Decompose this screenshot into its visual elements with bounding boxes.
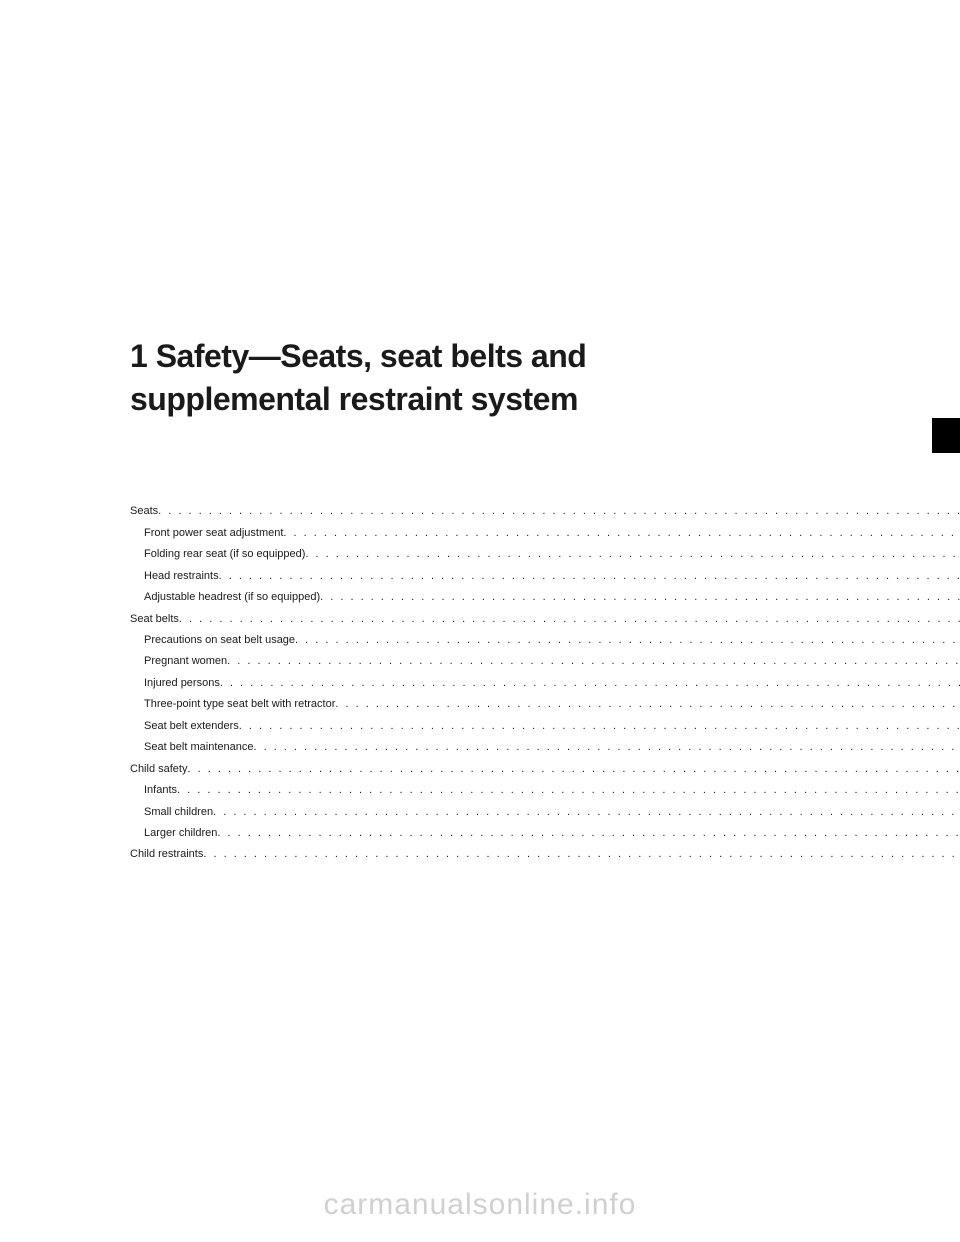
toc-entry: Folding rear seat (if so equipped). . . … [130, 544, 960, 565]
toc-entry-label: Small children [144, 802, 213, 823]
toc-entry: Seat belt maintenance. . . . . . . . . .… [130, 737, 960, 758]
toc-leader-dots: . . . . . . . . . . . . . . . . . . . . … [335, 694, 960, 715]
toc-entry-label: Infants [144, 780, 177, 801]
toc-leader-dots: . . . . . . . . . . . . . . . . . . . . … [177, 780, 960, 801]
toc-entry: Precautions on seat belt usage. . . . . … [130, 630, 960, 651]
toc-entry-label: Three-point type seat belt with retracto… [144, 694, 335, 715]
toc-entry-label: Larger children [144, 823, 217, 844]
toc-entry: Head restraints. . . . . . . . . . . . .… [130, 566, 960, 587]
toc-leader-dots: . . . . . . . . . . . . . . . . . . . . … [217, 823, 960, 844]
toc-leader-dots: . . . . . . . . . . . . . . . . . . . . … [239, 716, 960, 737]
toc-left-column: Seats. . . . . . . . . . . . . . . . . .… [130, 501, 960, 887]
page-container: 1 Safety—Seats, seat belts and supplemen… [0, 0, 960, 887]
toc-entry: Seat belts. . . . . . . . . . . . . . . … [130, 609, 960, 630]
toc-entry-label: Precautions on seat belt usage [144, 630, 295, 651]
toc-entry-label: Child safety [130, 759, 187, 780]
toc-leader-dots: . . . . . . . . . . . . . . . . . . . . … [158, 501, 960, 522]
toc-entry-label: Head restraints [144, 566, 219, 587]
toc-entry: Adjustable headrest (if so equipped). . … [130, 587, 960, 608]
toc-entry: Larger children. . . . . . . . . . . . .… [130, 823, 960, 844]
toc-leader-dots: . . . . . . . . . . . . . . . . . . . . … [305, 544, 960, 565]
toc-entry: Small children. . . . . . . . . . . . . … [130, 802, 960, 823]
toc-entry-label: Seat belt extenders [144, 716, 239, 737]
toc-entry: Pregnant women. . . . . . . . . . . . . … [130, 651, 960, 672]
chapter-title: 1 Safety—Seats, seat belts and supplemen… [130, 335, 885, 421]
toc-leader-dots: . . . . . . . . . . . . . . . . . . . . … [320, 587, 960, 608]
toc-leader-dots: . . . . . . . . . . . . . . . . . . . . … [295, 630, 960, 651]
toc-entry: Seat belt extenders. . . . . . . . . . .… [130, 716, 960, 737]
toc-leader-dots: . . . . . . . . . . . . . . . . . . . . … [283, 523, 960, 544]
toc-entry-label: Seats [130, 501, 158, 522]
toc-leader-dots: . . . . . . . . . . . . . . . . . . . . … [227, 651, 960, 672]
toc-leader-dots: . . . . . . . . . . . . . . . . . . . . … [203, 844, 960, 865]
chapter-title-line2: supplemental restraint system [130, 381, 578, 417]
toc-entry-label: Seat belts [130, 609, 179, 630]
toc-entry: Infants. . . . . . . . . . . . . . . . .… [130, 780, 960, 801]
toc-entry-label: Pregnant women [144, 651, 227, 672]
watermark-text: carmanualsonline.info [0, 1188, 960, 1222]
toc-entry: Front power seat adjustment. . . . . . .… [130, 523, 960, 544]
toc-entry: Seats. . . . . . . . . . . . . . . . . .… [130, 501, 960, 522]
table-of-contents: Seats. . . . . . . . . . . . . . . . . .… [130, 501, 885, 887]
toc-leader-dots: . . . . . . . . . . . . . . . . . . . . … [253, 737, 960, 758]
toc-entry: Child safety. . . . . . . . . . . . . . … [130, 759, 960, 780]
toc-entry-label: Child restraints [130, 844, 203, 865]
toc-leader-dots: . . . . . . . . . . . . . . . . . . . . … [187, 759, 960, 780]
chapter-title-line1: 1 Safety—Seats, seat belts and [130, 338, 586, 374]
toc-entry-label: Seat belt maintenance [144, 737, 253, 758]
toc-entry-label: Adjustable headrest (if so equipped) [144, 587, 320, 608]
toc-leader-dots: . . . . . . . . . . . . . . . . . . . . … [179, 609, 960, 630]
toc-entry-label: Front power seat adjustment [144, 523, 283, 544]
toc-entry: Child restraints. . . . . . . . . . . . … [130, 844, 960, 865]
toc-leader-dots: . . . . . . . . . . . . . . . . . . . . … [213, 802, 960, 823]
toc-leader-dots: . . . . . . . . . . . . . . . . . . . . … [220, 673, 960, 694]
toc-entry: Injured persons. . . . . . . . . . . . .… [130, 673, 960, 694]
toc-entry-label: Injured persons [144, 673, 220, 694]
toc-leader-dots: . . . . . . . . . . . . . . . . . . . . … [219, 566, 960, 587]
toc-entry-label: Folding rear seat (if so equipped) [144, 544, 305, 565]
toc-entry: Three-point type seat belt with retracto… [130, 694, 960, 715]
